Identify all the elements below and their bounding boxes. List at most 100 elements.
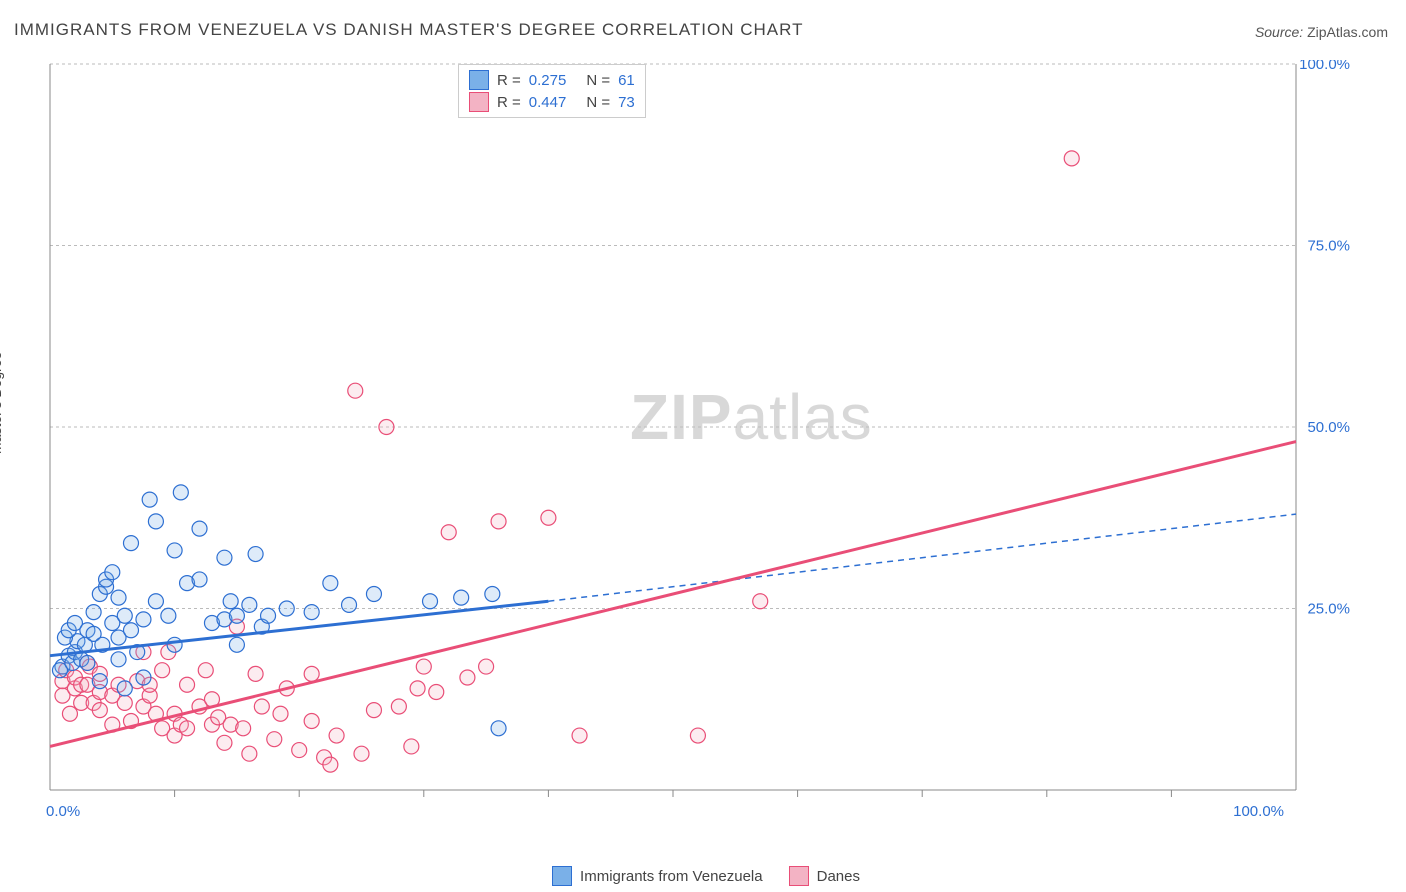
data-point (273, 706, 288, 721)
data-point (454, 590, 469, 605)
legend-swatch (552, 866, 572, 886)
legend-label: Immigrants from Venezuela (580, 868, 763, 885)
legend-swatch (469, 92, 489, 112)
data-point (429, 684, 444, 699)
data-point (161, 608, 176, 623)
legend-r-value: 0.447 (529, 94, 567, 111)
data-point (111, 590, 126, 605)
source-name: ZipAtlas.com (1307, 24, 1388, 40)
data-point (279, 601, 294, 616)
data-point (198, 663, 213, 678)
data-point (491, 514, 506, 529)
data-point (304, 605, 319, 620)
source-label: Source: (1255, 24, 1303, 40)
data-point (404, 739, 419, 754)
data-point (753, 594, 768, 609)
data-point (572, 728, 587, 743)
data-point (242, 746, 257, 761)
data-point (136, 670, 151, 685)
data-point (142, 492, 157, 507)
data-point (460, 670, 475, 685)
data-point (148, 594, 163, 609)
data-point (111, 652, 126, 667)
legend-item: Immigrants from Venezuela (552, 866, 763, 886)
data-point (323, 757, 338, 772)
data-point (105, 565, 120, 580)
data-point (366, 703, 381, 718)
x-tick-label: 0.0% (46, 803, 80, 820)
data-point (117, 681, 132, 696)
legend-n-value: 61 (618, 72, 635, 89)
data-point (261, 608, 276, 623)
data-point (267, 732, 282, 747)
chart-title: IMMIGRANTS FROM VENEZUELA VS DANISH MAST… (14, 20, 804, 40)
data-point (248, 666, 263, 681)
data-point (690, 728, 705, 743)
data-point (180, 677, 195, 692)
scatter-plot: 25.0%50.0%75.0%100.0%0.0%100.0% (46, 60, 1356, 820)
trend-line (50, 442, 1296, 747)
legend-r-value: 0.275 (529, 72, 567, 89)
data-point (123, 623, 138, 638)
legend-n-value: 73 (618, 94, 635, 111)
legend-r-label: R = (497, 72, 521, 89)
y-axis-label: Master's Degree (0, 352, 4, 454)
data-point (62, 706, 77, 721)
data-point (441, 525, 456, 540)
legend-swatch (789, 866, 809, 886)
data-point (366, 586, 381, 601)
data-point (292, 743, 307, 758)
data-point (485, 586, 500, 601)
data-point (155, 663, 170, 678)
legend-n-label: N = (586, 72, 610, 89)
data-point (92, 703, 107, 718)
data-point (242, 597, 257, 612)
data-point (192, 572, 207, 587)
data-point (354, 746, 369, 761)
source-credit: Source: ZipAtlas.com (1255, 24, 1388, 40)
data-point (148, 514, 163, 529)
data-point (167, 543, 182, 558)
y-tick-label: 25.0% (1307, 601, 1350, 618)
data-point (173, 485, 188, 500)
data-point (479, 659, 494, 674)
data-point (80, 655, 95, 670)
data-point (117, 608, 132, 623)
data-point (192, 521, 207, 536)
data-point (348, 383, 363, 398)
y-tick-label: 75.0% (1307, 238, 1350, 255)
data-point (86, 605, 101, 620)
data-point (229, 608, 244, 623)
data-point (410, 681, 425, 696)
data-point (304, 714, 319, 729)
trend-line-extrapolated (548, 514, 1296, 601)
data-point (491, 721, 506, 736)
data-point (248, 547, 263, 562)
data-point (391, 699, 406, 714)
data-point (541, 510, 556, 525)
data-point (229, 637, 244, 652)
data-point (423, 594, 438, 609)
data-point (136, 612, 151, 627)
data-point (217, 735, 232, 750)
legend-n-label: N = (586, 94, 610, 111)
data-point (329, 728, 344, 743)
legend-r-label: R = (497, 94, 521, 111)
legend-swatch (469, 70, 489, 90)
data-point (117, 695, 132, 710)
data-point (217, 550, 232, 565)
data-point (342, 597, 357, 612)
y-tick-label: 100.0% (1299, 60, 1350, 73)
legend-stats-box: R = 0.275 N = 61 R = 0.447 N = 73 (458, 64, 646, 118)
data-point (92, 674, 107, 689)
data-point (236, 721, 251, 736)
y-tick-label: 50.0% (1307, 419, 1350, 436)
data-point (379, 420, 394, 435)
data-point (123, 536, 138, 551)
legend-stat-row: R = 0.275 N = 61 (469, 69, 635, 91)
data-point (167, 637, 182, 652)
data-point (254, 699, 269, 714)
data-point (323, 576, 338, 591)
data-point (416, 659, 431, 674)
data-point (223, 594, 238, 609)
